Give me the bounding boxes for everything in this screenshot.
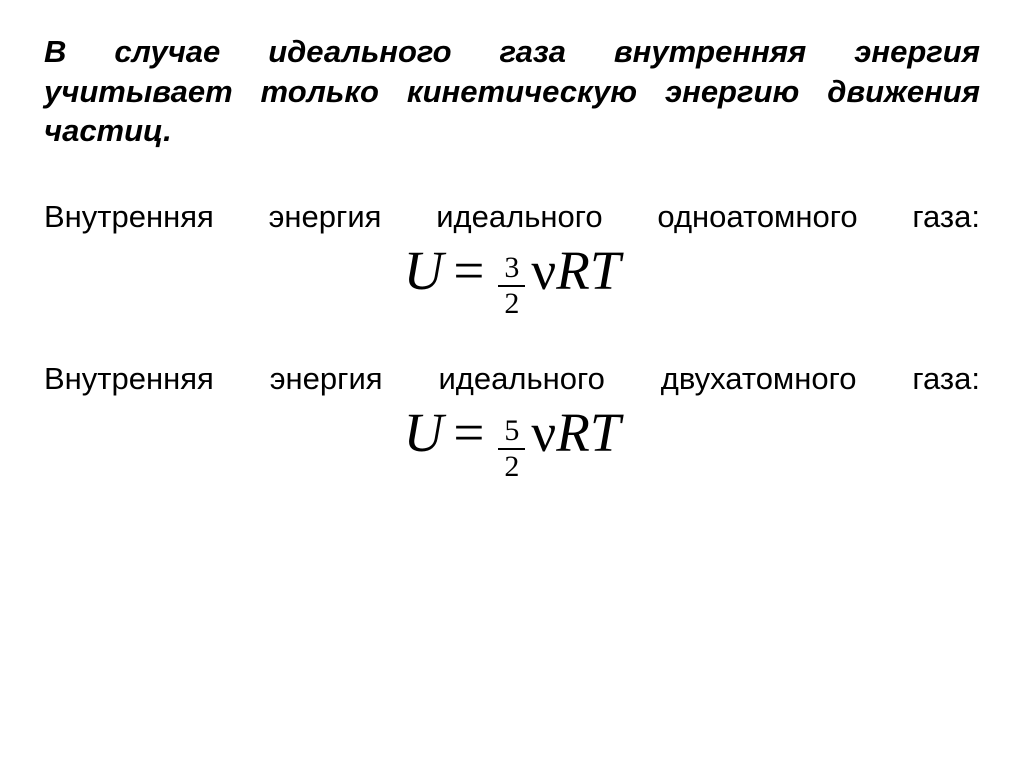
formula1-num: 3	[498, 253, 525, 287]
formula2-fraction: 52	[498, 416, 525, 482]
section1-lead: Внутренняя энергия идеального одноатомно…	[44, 197, 980, 237]
section2-lead: Внутренняя энергия идеального двухатомно…	[44, 359, 980, 399]
formula1-den: 2	[498, 287, 525, 319]
slide-body: В случае идеального газа внутренняя энер…	[0, 0, 1024, 554]
section2-lead-text: Внутренняя энергия идеального двухатомно…	[44, 359, 980, 399]
intro-paragraph: В случае идеального газа внутренняя энер…	[44, 32, 980, 151]
formula1-nu: ν	[531, 240, 556, 301]
equals-sign: =	[443, 402, 494, 463]
section1-lead-text: Внутренняя энергия идеального одноатомно…	[44, 197, 980, 237]
formula1-lhs: U	[404, 240, 444, 301]
formula2-num: 5	[498, 416, 525, 450]
formula2-den: 2	[498, 450, 525, 482]
formula1-fraction: 32	[498, 253, 525, 319]
formula1-rhs: RT	[556, 240, 620, 301]
formula-monoatomic: U=32νRT	[44, 243, 980, 320]
formula2-rhs: RT	[556, 402, 620, 463]
formula2-nu: ν	[531, 402, 556, 463]
formula2-lhs: U	[404, 402, 444, 463]
formula-diatomic: U=52νRT	[44, 405, 980, 482]
equals-sign: =	[443, 240, 494, 301]
